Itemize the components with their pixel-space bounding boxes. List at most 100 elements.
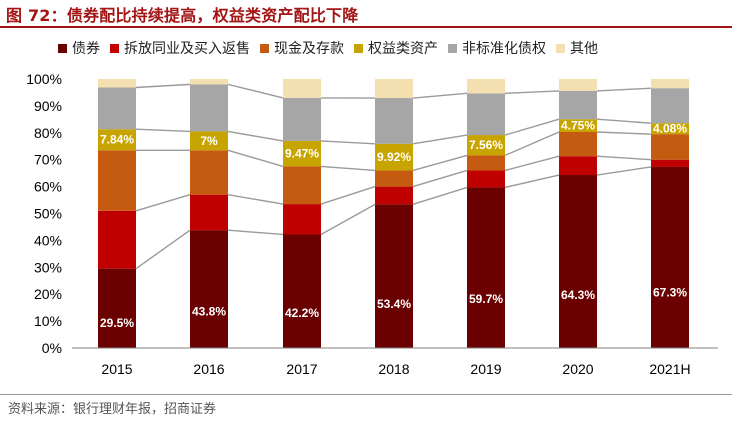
connector-line-1-3 [412, 169, 468, 188]
bar-0-1 [190, 230, 228, 348]
connector-line-4-5 [596, 87, 652, 92]
y-tick-label: 90% [34, 98, 62, 114]
bar-4-0 [98, 87, 136, 130]
connector-line-3-0 [135, 128, 191, 133]
data-label-0-6: 67.3% [653, 286, 687, 300]
data-label-3-6: 4.08% [653, 122, 687, 136]
bar-5-2 [283, 79, 321, 98]
bar-5-0 [98, 79, 136, 88]
legend-item-0: 债券 [58, 38, 100, 58]
x-tick-label: 2016 [193, 361, 224, 377]
bar-5-5 [559, 79, 597, 91]
bar-0-5 [559, 175, 597, 348]
connector-line-0-1 [227, 229, 284, 236]
legend-label-3: 权益类资产 [368, 41, 438, 57]
legend-swatch-1 [110, 43, 119, 53]
connector-line-3-2 [320, 140, 376, 145]
bar-3-6 [651, 123, 689, 135]
y-tick-label: 60% [34, 179, 62, 195]
connector-line-1-2 [320, 185, 376, 205]
connector-line-0-2 [320, 203, 376, 236]
data-label-0-4: 59.7% [469, 292, 503, 306]
legend-swatch-3 [354, 43, 363, 53]
bar-3-0 [98, 129, 136, 151]
y-tick-label: 70% [34, 152, 62, 168]
bar-0-6 [651, 166, 689, 348]
y-tick-label: 10% [34, 313, 62, 329]
bar-3-2 [283, 140, 321, 167]
bar-3-4 [467, 135, 505, 156]
bar-4-1 [190, 84, 228, 132]
footer-divider [0, 394, 732, 395]
legend-label-1: 拆放同业及买入返售 [124, 41, 250, 57]
connector-line-4-0 [135, 83, 191, 89]
connector-line-1-4 [504, 155, 560, 172]
y-tick-label: 50% [34, 206, 62, 222]
connector-line-0-0 [135, 229, 191, 270]
bar-2-0 [98, 150, 136, 211]
bar-3-3 [375, 143, 413, 171]
data-label-3-0: 7.84% [100, 133, 134, 147]
x-tick-label: 2015 [101, 361, 132, 377]
connector-line-2-4 [504, 131, 560, 157]
data-label-0-5: 64.3% [561, 288, 595, 302]
bar-5-4 [467, 79, 505, 94]
bar-2-6 [651, 134, 689, 160]
legend-label-5: 其他 [570, 41, 598, 57]
connector-line-0-4 [504, 174, 560, 189]
legend-item-1: 拆放同业及买入返售 [110, 38, 250, 58]
bar-1-4 [467, 170, 505, 188]
bar-4-2 [283, 97, 321, 141]
legend-swatch-2 [260, 43, 269, 53]
connector-line-0-5 [596, 166, 652, 176]
bar-5-1 [190, 79, 228, 85]
bar-1-6 [651, 159, 689, 167]
connector-line-2-2 [320, 165, 376, 172]
bar-1-5 [559, 156, 597, 176]
legend-swatch-0 [58, 43, 67, 53]
y-tick-label: 40% [34, 232, 62, 248]
legend-label-0: 债券 [72, 41, 100, 57]
bar-1-1 [190, 194, 228, 231]
connector-line-1-5 [596, 155, 652, 161]
connector-line-1-1 [227, 193, 284, 205]
legend-label-4: 非标准化债权 [462, 41, 546, 57]
connector-line-3-3 [412, 134, 468, 145]
legend-item-2: 现金及存款 [260, 38, 344, 58]
data-label-0-2: 42.2% [285, 306, 319, 320]
x-tick-label: 2021H [649, 361, 690, 377]
connector-line-4-3 [412, 92, 468, 99]
bar-3-5 [559, 119, 597, 132]
bar-4-4 [467, 93, 505, 136]
connector-line-2-5 [596, 131, 652, 135]
bar-1-0 [98, 210, 136, 269]
x-tick-label: 2019 [470, 361, 501, 377]
data-label-3-2: 9.47% [285, 147, 319, 161]
connector-line-2-1 [227, 149, 284, 168]
connector-line-4-4 [504, 90, 560, 95]
y-tick-label: 100% [26, 71, 62, 87]
legend-swatch-5 [556, 43, 565, 53]
connector-line-3-1 [227, 130, 284, 142]
bar-0-0 [98, 268, 136, 348]
y-tick-label: 80% [34, 125, 62, 141]
bar-3-1 [190, 131, 228, 151]
bar-2-2 [283, 166, 321, 205]
data-label-3-5: 4.75% [561, 119, 595, 133]
legend-item-4: 非标准化债权 [448, 38, 546, 58]
bar-2-3 [375, 170, 413, 187]
bar-5-6 [651, 79, 689, 89]
legend-item-3: 权益类资产 [354, 38, 438, 58]
chart-title: 图 72：债券配比持续提高，权益类资产配比下降 [6, 6, 359, 25]
data-label-0-0: 29.5% [100, 316, 134, 330]
bar-1-3 [375, 186, 413, 205]
bar-0-2 [283, 234, 321, 348]
connector-line-0-3 [412, 186, 468, 206]
legend-label-2: 现金及存款 [274, 41, 344, 57]
bar-4-5 [559, 90, 597, 120]
x-tick-label: 2017 [286, 361, 317, 377]
connector-line-2-3 [412, 154, 468, 172]
bar-5-3 [375, 79, 413, 99]
x-tick-label: 2020 [562, 361, 593, 377]
connector-line-3-4 [504, 118, 560, 136]
